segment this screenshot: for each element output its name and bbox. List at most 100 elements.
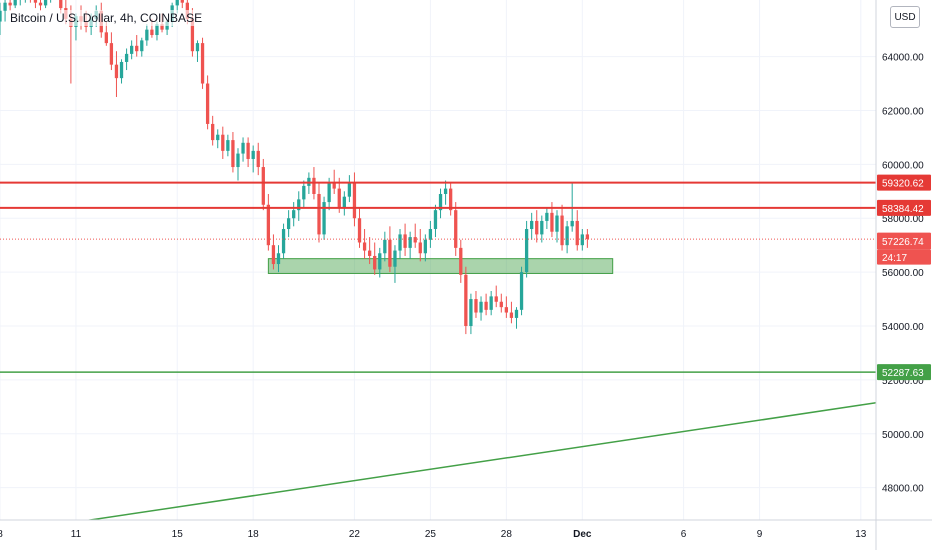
candle xyxy=(145,24,149,46)
x-tick-label: 8 xyxy=(0,529,3,540)
candle xyxy=(459,239,463,283)
candle xyxy=(423,234,427,262)
candle xyxy=(109,32,114,71)
y-tick-label: 52000.00 xyxy=(882,376,924,387)
candle-body xyxy=(246,142,250,159)
resistance-price-tag-bg xyxy=(877,199,931,216)
candle xyxy=(231,132,235,173)
candle-body xyxy=(109,43,114,65)
candle-body xyxy=(550,212,554,232)
candle xyxy=(251,145,255,173)
candle-body xyxy=(3,2,7,11)
candle xyxy=(59,0,63,14)
current-price-tag-bg xyxy=(877,232,931,250)
candle-body xyxy=(114,64,119,79)
candle-body xyxy=(509,312,514,318)
support-zone[interactable] xyxy=(267,258,614,274)
candle-body xyxy=(317,193,321,235)
bar-countdown-tag-bg xyxy=(877,249,931,265)
candle xyxy=(124,48,129,71)
candle xyxy=(499,293,503,313)
candle xyxy=(474,290,478,318)
candle-body xyxy=(454,210,458,248)
candle xyxy=(519,266,524,316)
candle-body xyxy=(398,234,402,251)
candle xyxy=(140,37,144,57)
drawn-lines[interactable] xyxy=(0,181,877,525)
candle-body xyxy=(292,210,296,219)
candle-body xyxy=(438,193,443,211)
candle xyxy=(119,59,124,84)
y-tick-label: 60000.00 xyxy=(882,160,924,171)
candle xyxy=(50,0,52,3)
candle-body xyxy=(514,309,519,318)
candle-body xyxy=(383,239,387,254)
candle xyxy=(3,0,7,22)
candle-body xyxy=(337,188,341,208)
candle xyxy=(180,0,184,9)
candle-body xyxy=(423,239,427,254)
candle xyxy=(433,204,438,238)
support-price-tag: 52287.63 xyxy=(882,368,924,379)
candle xyxy=(535,210,539,243)
candle xyxy=(378,247,382,278)
candle-body xyxy=(449,188,453,211)
currency-button[interactable]: USD xyxy=(890,6,920,28)
candle xyxy=(317,183,321,243)
candle-body xyxy=(540,220,544,235)
candle-body xyxy=(241,142,245,154)
candle-body xyxy=(545,212,549,221)
candle xyxy=(246,137,250,168)
candle xyxy=(292,202,296,227)
candle xyxy=(256,142,260,176)
candle-body xyxy=(378,253,382,270)
candle-body xyxy=(124,53,129,62)
candle xyxy=(438,188,443,219)
candle-body xyxy=(226,140,230,151)
candle-body xyxy=(195,43,200,52)
candle-body xyxy=(104,32,108,44)
candle-body xyxy=(231,140,235,168)
candle-body xyxy=(474,299,478,313)
candle-body xyxy=(190,18,195,52)
candle-body xyxy=(580,234,584,246)
y-tick-label: 50000.00 xyxy=(882,430,924,441)
candle xyxy=(302,180,306,208)
candle-body xyxy=(297,199,301,211)
support-price-tag-bg xyxy=(877,364,931,381)
candle xyxy=(454,202,458,256)
candle xyxy=(469,293,473,335)
candle xyxy=(135,35,139,57)
candle xyxy=(195,40,200,62)
resistance-price-tag: 58384.42 xyxy=(882,204,924,215)
candle xyxy=(322,196,326,240)
candle-body xyxy=(469,299,473,327)
candle xyxy=(266,193,271,251)
candle xyxy=(367,237,372,265)
candle xyxy=(114,51,119,97)
candle-body xyxy=(261,167,265,205)
support-zone-layer[interactable] xyxy=(267,258,614,274)
candle-body xyxy=(130,45,134,54)
candle-body xyxy=(428,229,433,240)
candle xyxy=(205,75,210,130)
candle-body xyxy=(221,134,225,151)
candle xyxy=(271,234,276,270)
candle xyxy=(555,210,559,243)
candle-body xyxy=(352,183,357,219)
candle xyxy=(494,285,498,308)
candle xyxy=(352,172,357,227)
resistance-price-tag-bg xyxy=(877,174,931,191)
y-tick-label: 64000.00 xyxy=(882,53,924,64)
candle xyxy=(464,266,468,335)
candle-body xyxy=(175,0,179,6)
candle xyxy=(13,0,17,9)
trendline[interactable] xyxy=(63,402,877,525)
candle-body xyxy=(519,272,524,310)
candle-body xyxy=(413,237,417,243)
candle-body xyxy=(43,0,48,6)
y-tick-label: 58000.00 xyxy=(882,214,924,225)
candle xyxy=(413,223,417,248)
